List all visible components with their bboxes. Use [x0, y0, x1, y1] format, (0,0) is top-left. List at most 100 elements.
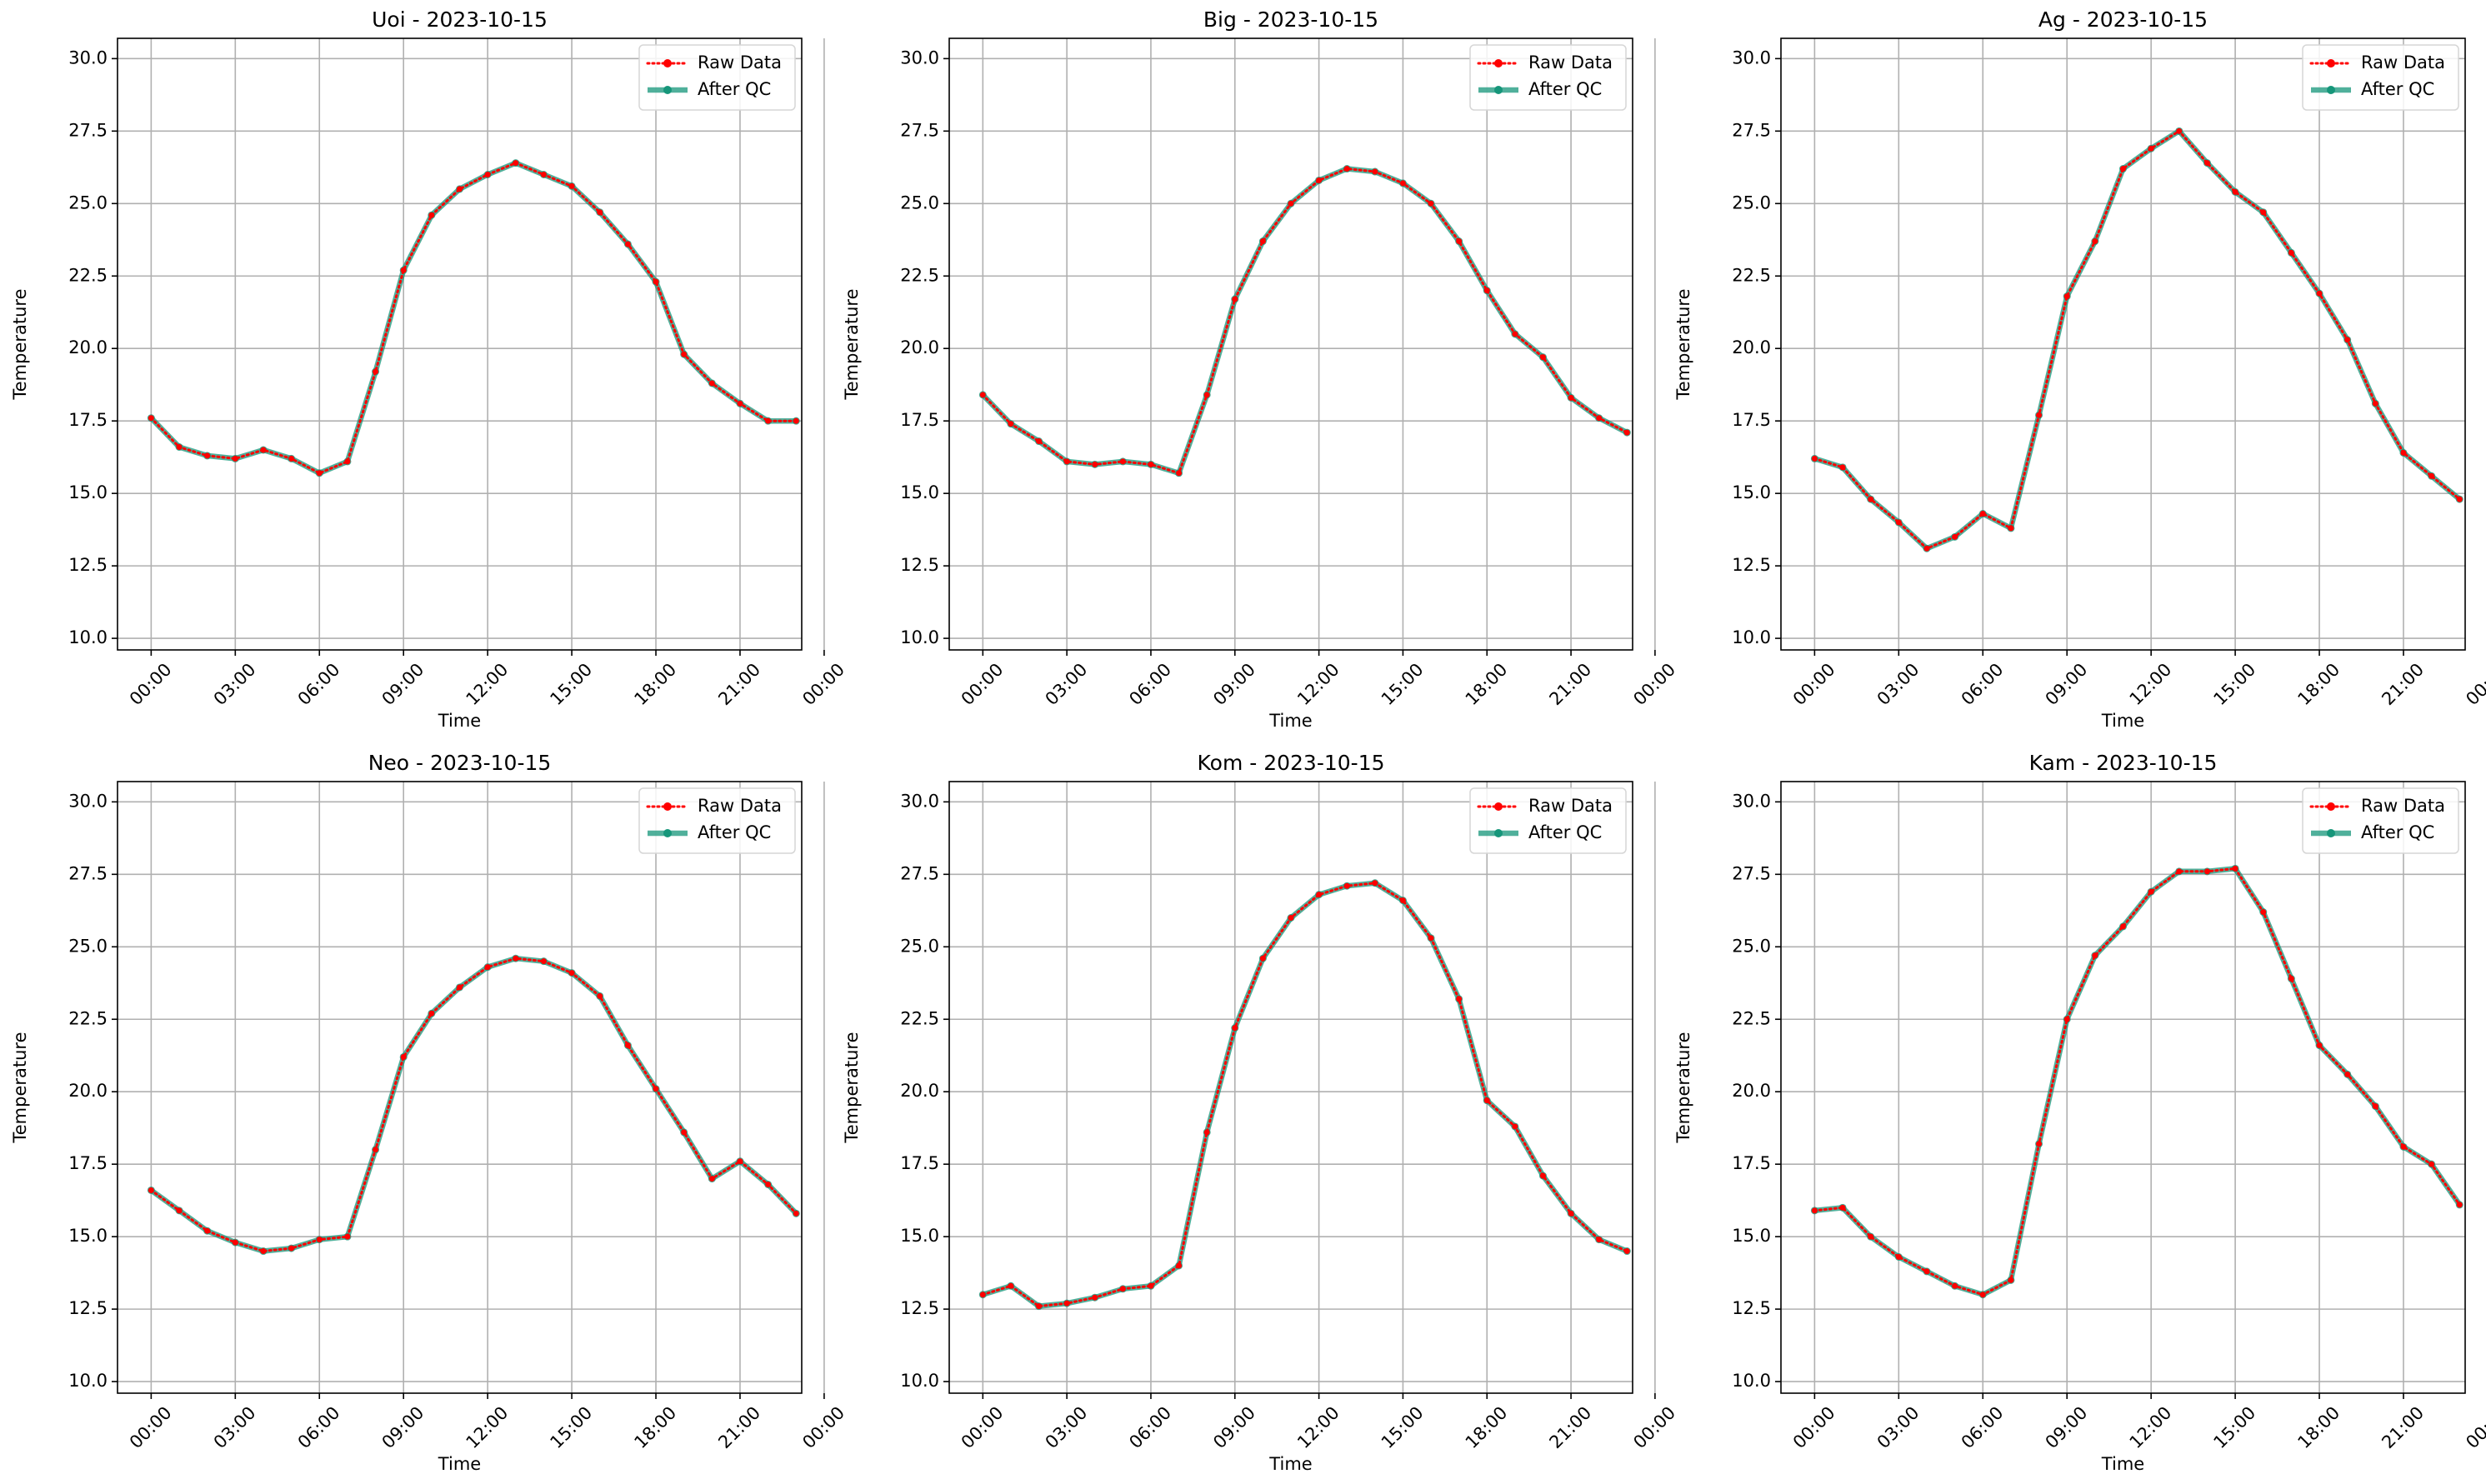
x-tick-label: 09:00 [378, 659, 428, 709]
legend-label-raw-data: Raw Data [2361, 52, 2445, 72]
x-tick-label: 12:00 [463, 1402, 513, 1452]
y-tick-label: 30.0 [1732, 791, 1771, 811]
y-tick-label: 22.5 [68, 265, 108, 285]
raw-data-point [2008, 1277, 2014, 1283]
x-tick-label: 00:00 [1629, 659, 1679, 709]
x-tick-label: 03:00 [210, 1402, 260, 1452]
x-tick-label: 15:00 [1378, 659, 1428, 709]
raw-data-point [708, 380, 715, 387]
raw-data-point [597, 992, 603, 999]
raw-data-point [597, 209, 603, 216]
raw-data-point [1952, 533, 1958, 540]
x-axis-label: Time [1268, 1454, 1312, 1474]
y-tick-label: 25.0 [900, 936, 939, 956]
subplot-title: Kam - 2023-10-15 [2029, 751, 2218, 775]
raw-data-point [2316, 290, 2323, 297]
x-tick-label: 15:00 [546, 659, 596, 709]
x-axis-label: Time [438, 711, 481, 731]
series-raw-data [979, 166, 1630, 477]
raw-data-point [793, 1210, 799, 1217]
y-tick-label: 20.0 [900, 337, 939, 357]
axes-frame [1780, 37, 2466, 651]
raw-data-point [1372, 168, 1378, 175]
y-tick-label: 17.5 [1732, 410, 1771, 430]
legend-raw-data-marker [1494, 59, 1503, 67]
raw-data-point [2176, 127, 2183, 134]
y-tick-label: 12.5 [68, 1298, 108, 1318]
raw-data-point [176, 1207, 183, 1214]
plot-area [949, 782, 1633, 1393]
raw-data-point [373, 368, 379, 375]
y-tick-label: 25.0 [68, 192, 108, 212]
raw-data-point [288, 455, 295, 462]
y-tick-label: 12.5 [1732, 1298, 1771, 1318]
raw-data-point [2120, 166, 2126, 172]
raw-data-point [2428, 1161, 2435, 1167]
raw-data-point [288, 1245, 295, 1252]
raw-data-point [2372, 400, 2378, 407]
raw-data-point [1839, 1204, 1846, 1211]
raw-data-point [1343, 882, 1350, 889]
y-tick-label: 20.0 [900, 1081, 939, 1101]
legend: Raw Data After QC [1469, 44, 1627, 111]
y-tick-label: 15.0 [68, 1226, 108, 1246]
raw-data-point [400, 267, 407, 273]
raw-data-point [316, 470, 323, 477]
plot-area [1781, 38, 2465, 650]
x-tick-label: 00:00 [126, 659, 176, 709]
legend-label-after-qc: After QC [698, 822, 771, 842]
y-tick-label: 22.5 [1732, 265, 1771, 285]
raw-data-point [2036, 412, 2043, 418]
axes-frame [1780, 781, 2466, 1394]
raw-data-point [428, 212, 435, 218]
legend-after-qc-marker [663, 829, 672, 837]
raw-data-point [1923, 1268, 1930, 1275]
y-tick-label: 27.5 [68, 863, 108, 883]
legend-box [638, 787, 796, 854]
raw-data-point [1036, 438, 1043, 445]
x-axis-label: Time [2101, 711, 2144, 731]
raw-data-point [540, 171, 547, 177]
raw-data-point [2203, 868, 2210, 875]
x-tick-label: 03:00 [1042, 1402, 1092, 1452]
legend-box [638, 44, 796, 111]
x-tick-label: 12:00 [2126, 1402, 2176, 1452]
raw-data-point [1483, 1097, 1490, 1104]
raw-data-point [2232, 188, 2238, 195]
subplot-title: Neo - 2023-10-15 [368, 751, 552, 775]
raw-data-point [624, 1042, 631, 1049]
raw-data-point [1539, 354, 1546, 361]
x-tick-label: 00:00 [1789, 659, 1839, 709]
legend-label-raw-data: Raw Data [1528, 52, 1613, 72]
raw-data-point [2092, 238, 2098, 245]
x-tick-label: 21:00 [2378, 1402, 2428, 1452]
raw-data-point [2456, 1202, 2463, 1208]
raw-data-point [624, 241, 631, 247]
raw-data-point [1092, 1294, 1098, 1301]
raw-data-point [2260, 909, 2267, 916]
legend-raw-data-marker [1494, 802, 1503, 811]
x-tick-label: 15:00 [2209, 1402, 2259, 1452]
x-tick-label: 09:00 [1209, 659, 1259, 709]
x-tick-label: 18:00 [2293, 1402, 2343, 1452]
y-tick-label: 30.0 [68, 47, 108, 67]
y-tick-label: 30.0 [900, 791, 939, 811]
raw-data-point [1839, 464, 1846, 471]
x-tick-label: 18:00 [630, 1402, 680, 1452]
raw-data-point [1008, 421, 1014, 427]
axes-frame [117, 781, 803, 1394]
x-tick-label: 09:00 [1209, 1402, 1259, 1452]
legend-raw-data-marker [663, 802, 672, 811]
y-tick-label: 15.0 [1732, 1226, 1771, 1246]
y-tick-label: 10.0 [900, 627, 939, 647]
raw-data-point [1512, 331, 1518, 337]
legend-raw-data-marker [663, 59, 672, 67]
x-tick-label: 21:00 [714, 659, 764, 709]
x-tick-label: 21:00 [2378, 659, 2428, 709]
raw-data-point [681, 1129, 688, 1136]
raw-data-point [176, 443, 183, 450]
x-tick-label: 12:00 [2126, 659, 2176, 709]
y-axis-label: Temperature [1673, 288, 1693, 400]
x-tick-label: 21:00 [1545, 659, 1595, 709]
raw-data-point [653, 1086, 659, 1092]
